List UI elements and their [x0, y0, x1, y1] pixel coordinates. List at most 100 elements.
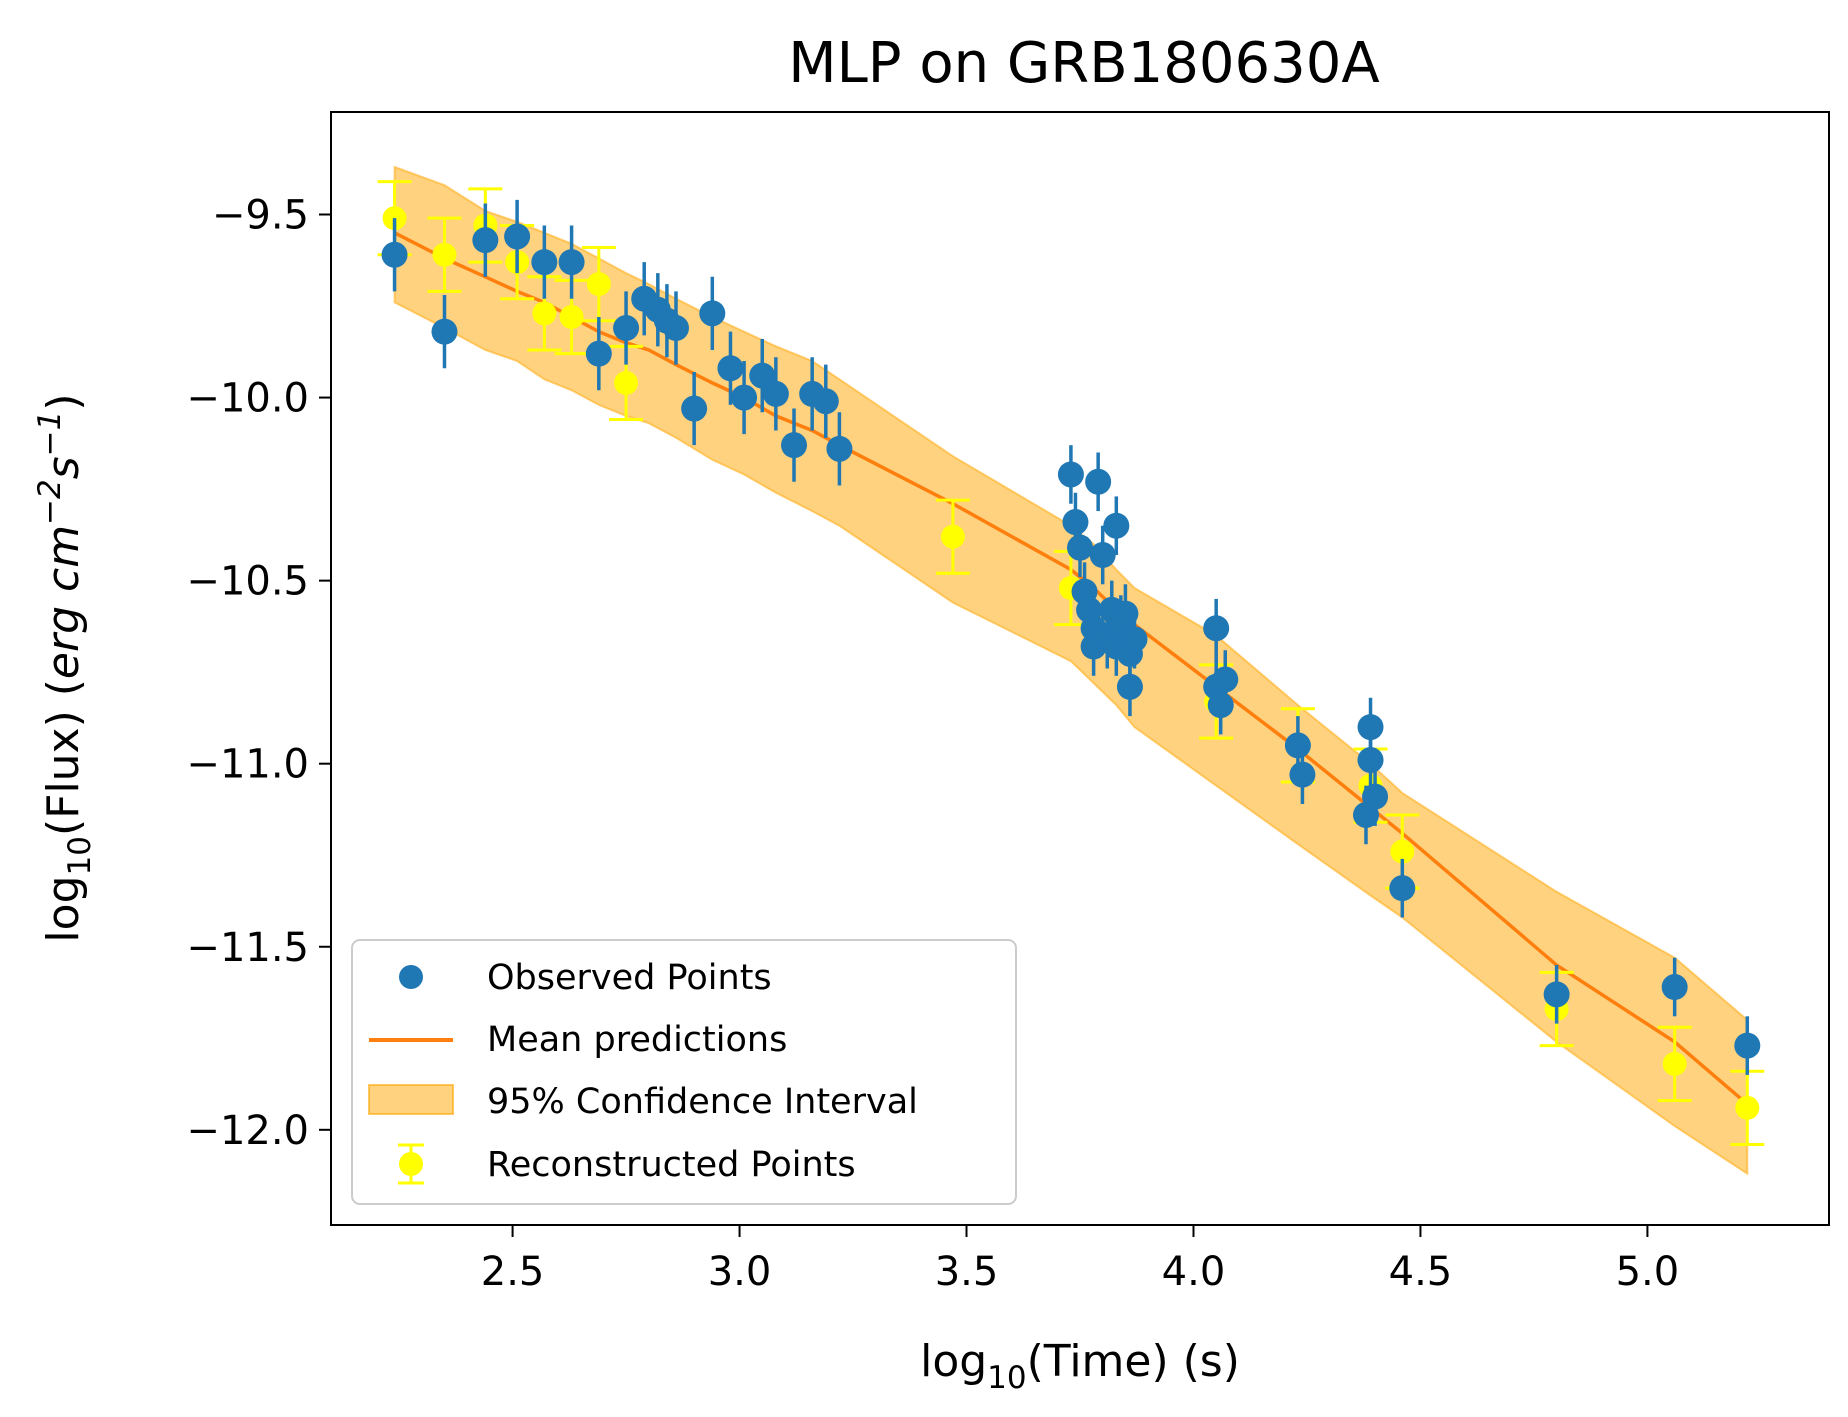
y-axis-label: log10(Flux) (erg cm−2s−1)	[32, 393, 98, 942]
observed-point	[812, 364, 839, 438]
observed-marker	[1362, 783, 1389, 810]
observed-marker	[812, 388, 839, 415]
observed-point	[1362, 767, 1389, 826]
legend: Observed Points Mean predictions 95% Con…	[351, 939, 1017, 1205]
observed-points-layer	[381, 199, 1761, 1075]
observed-point	[1103, 496, 1130, 556]
legend-entry-observed: Observed Points	[399, 958, 772, 998]
observed-point	[1057, 445, 1084, 504]
observed-marker	[1289, 761, 1316, 788]
observed-marker	[1212, 666, 1239, 693]
reconstructed-marker	[432, 242, 457, 267]
reconstructed-marker	[586, 272, 611, 297]
plot-frame	[330, 111, 1830, 1226]
y-tick-label: −11.0	[186, 742, 309, 788]
observed-point	[1067, 518, 1093, 577]
observed-marker	[1203, 615, 1230, 642]
observed-marker	[762, 380, 789, 407]
observed-marker	[1661, 974, 1688, 1001]
x-tick-label: 4.5	[1389, 1249, 1453, 1295]
reconstructed-marker	[1662, 1051, 1687, 1076]
observed-point	[558, 225, 585, 299]
observed-marker	[699, 300, 726, 327]
observed-point	[472, 203, 499, 277]
x-tick-label: 2.5	[481, 1249, 545, 1295]
observed-point	[781, 408, 808, 482]
x-tick-label: 3.0	[708, 1249, 772, 1295]
observed-marker	[1089, 542, 1116, 569]
observed-point	[531, 225, 558, 299]
observed-point	[749, 338, 776, 413]
observed-point	[1543, 965, 1570, 1024]
observed-marker	[585, 340, 612, 367]
x-axis: 2.5 3.0 3.5 4.0 4.5 5.0	[481, 1225, 1679, 1295]
legend-ci-swatch	[368, 1084, 454, 1115]
observed-marker	[1357, 747, 1384, 774]
observed-marker	[662, 315, 689, 342]
observed-marker	[1357, 714, 1384, 741]
observed-marker	[431, 318, 458, 345]
reconstructed-point	[935, 498, 970, 575]
observed-marker	[1543, 981, 1570, 1008]
reconstructed-marker	[1735, 1095, 1760, 1120]
observed-marker	[1062, 509, 1089, 536]
legend-reconstructed-marker	[399, 1152, 423, 1176]
observed-marker	[1389, 875, 1416, 902]
observed-marker	[1057, 461, 1084, 488]
observed-marker	[1284, 732, 1311, 759]
legend-observed-label: Observed Points	[487, 958, 772, 998]
y-tick-label: −11.5	[186, 925, 309, 971]
chart-title: MLP on GRB180630A	[788, 31, 1379, 96]
legend-frame	[351, 939, 1017, 1205]
observed-marker	[1121, 626, 1148, 653]
reconstructed-marker	[1390, 839, 1415, 864]
observed-marker	[826, 435, 853, 462]
x-tick-label: 4.0	[1162, 1249, 1226, 1295]
reconstructed-marker	[940, 524, 965, 549]
observed-marker	[681, 395, 708, 422]
legend-entry-mean: Mean predictions	[369, 1020, 787, 1060]
observed-marker	[731, 384, 758, 411]
y-axis: −9.5 −10.0 −10.5 −11.0 −11.5 −12.0	[186, 193, 331, 1154]
x-axis-label: log10(Time) (s)	[920, 1336, 1240, 1396]
observed-point	[681, 371, 708, 446]
observed-point	[381, 218, 408, 292]
legend-reconstructed-label: Reconstructed Points	[487, 1145, 856, 1185]
observed-point	[504, 199, 531, 274]
reconstructed-point	[427, 216, 462, 293]
legend-ci-label: 95% Confidence Interval	[487, 1082, 918, 1122]
observed-marker	[1734, 1032, 1761, 1059]
observed-point	[1085, 452, 1112, 512]
y-tick-label: −10.0	[186, 376, 309, 422]
observed-point	[1089, 525, 1116, 585]
observed-point	[1357, 697, 1384, 757]
observed-point	[585, 317, 612, 391]
x-tick-label: 5.0	[1616, 1249, 1680, 1295]
observed-marker	[381, 241, 408, 268]
observed-point	[1212, 650, 1239, 709]
plot-area	[330, 111, 1830, 1226]
observed-marker	[1112, 600, 1139, 627]
reconstructed-point	[1657, 1025, 1692, 1103]
observed-marker	[558, 249, 585, 276]
observed-point	[699, 276, 726, 350]
observed-point	[1389, 858, 1416, 918]
observed-point	[717, 331, 744, 405]
legend-observed-marker	[399, 965, 423, 989]
observed-point	[1203, 598, 1230, 658]
observed-point	[1661, 957, 1688, 1017]
observed-marker	[531, 249, 558, 276]
observed-marker	[504, 223, 531, 250]
y-tick-label: −12.0	[186, 1108, 309, 1154]
reconstructed-marker	[614, 370, 639, 395]
observed-marker	[613, 315, 640, 342]
x-tick-label: 3.5	[935, 1249, 999, 1295]
observed-marker	[1116, 673, 1143, 700]
observed-point	[1289, 745, 1316, 804]
observed-marker	[1103, 512, 1130, 539]
observed-marker	[749, 362, 776, 389]
legend-entry-ci: 95% Confidence Interval	[368, 1082, 918, 1122]
reconstructed-marker	[559, 305, 584, 330]
observed-point	[613, 291, 640, 365]
